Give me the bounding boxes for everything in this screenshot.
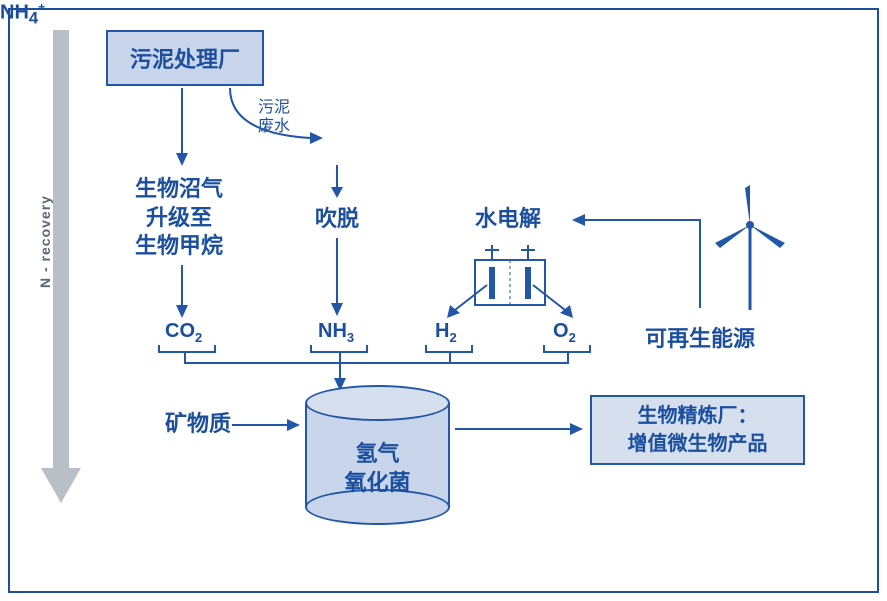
biorefinery-label: 生物精炼厂： 增值微生物产品 <box>628 402 768 458</box>
arrow-minerals <box>232 418 302 432</box>
recovery-arrow <box>50 30 72 510</box>
sludge-plant-box: 污泥处理厂 <box>106 30 264 86</box>
renewable-label: 可再生能源 <box>645 325 755 354</box>
arrow-to-biorefinery <box>455 422 585 436</box>
formula-o2: O2 <box>553 320 576 345</box>
wind-turbine-icon <box>700 180 800 310</box>
bracket-o2 <box>543 345 591 353</box>
reactor-cylinder: 氢气 氧化菌 <box>305 385 450 525</box>
formula-h2: H2 <box>435 320 457 345</box>
arrow-biogas-to-co2 <box>175 265 189 320</box>
sludge-plant-label: 污泥处理厂 <box>130 42 240 74</box>
recovery-label: N - recovery <box>37 195 53 288</box>
formula-co2: CO2 <box>165 320 202 345</box>
bracket-h2 <box>425 345 473 353</box>
arrow-wind-to-elec <box>570 213 705 313</box>
arrow-nh4-down <box>330 165 344 200</box>
minerals-label: 矿物质 <box>165 410 231 439</box>
arrow-stripping-to-nh3 <box>330 238 344 318</box>
formula-nh3: NH3 <box>318 320 354 345</box>
arrow-elec-to-h2 <box>445 285 495 320</box>
stripping-label: 吹脱 <box>315 205 359 234</box>
biogas-label: 生物沼气 升级至 生物甲烷 <box>135 175 223 261</box>
electrolysis-label: 水电解 <box>475 205 541 234</box>
bracket-nh3 <box>310 345 368 353</box>
biorefinery-box: 生物精炼厂： 增值微生物产品 <box>590 395 805 465</box>
arrow-sludge-to-biogas <box>175 88 189 168</box>
arrow-sludge-to-nh4 <box>225 88 325 153</box>
reactor-label: 氢气 氧化菌 <box>305 440 450 497</box>
bracket-co2 <box>158 345 216 353</box>
